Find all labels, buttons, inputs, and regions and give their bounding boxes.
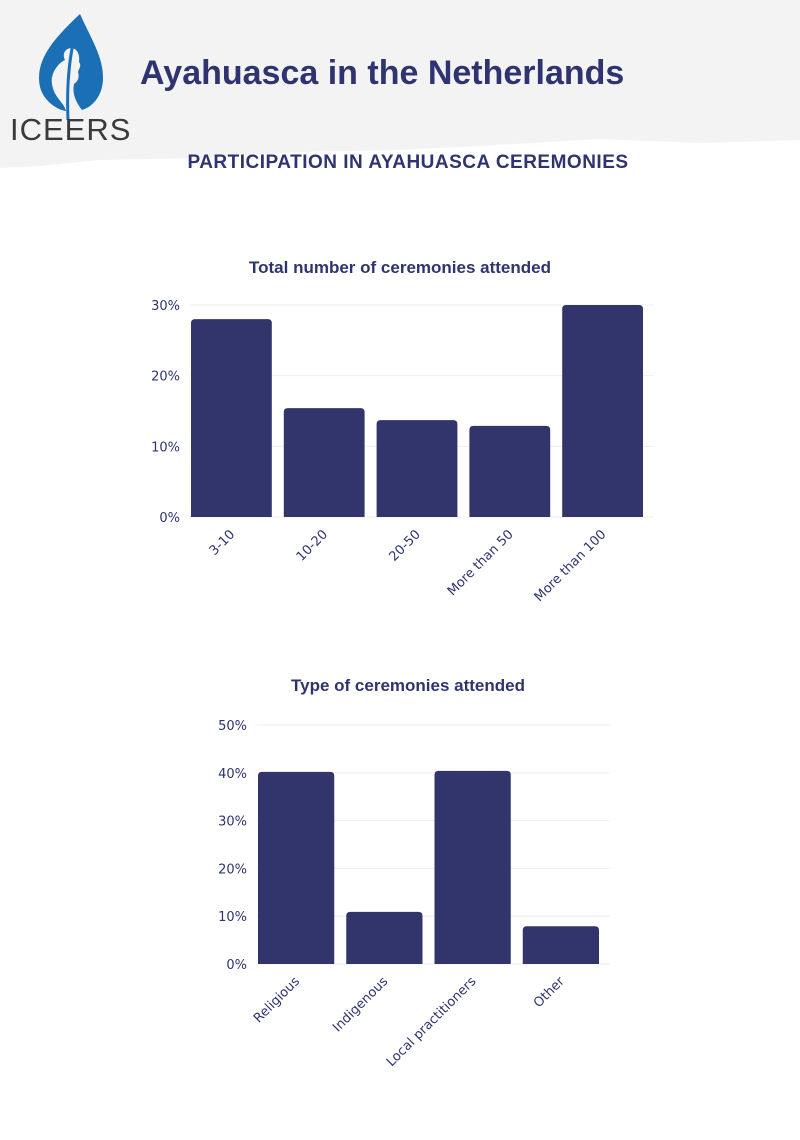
y-tick-label: 30% <box>151 299 180 314</box>
x-tick-label: Religious <box>251 974 303 1026</box>
header-background <box>0 0 800 168</box>
x-tick-label: Indigenous <box>330 974 391 1035</box>
y-tick-label: 0% <box>159 511 180 526</box>
bar <box>522 926 599 964</box>
chart-title: Total number of ceremonies attended <box>249 258 551 277</box>
x-tick-label: Local practitioners <box>384 974 480 1070</box>
bar <box>376 420 458 517</box>
y-tick-label: 20% <box>218 862 247 877</box>
y-tick-label: 50% <box>218 719 247 734</box>
bar <box>346 911 423 964</box>
page-subtitle: PARTICIPATION IN AYAHUASCA CEREMONIES <box>187 152 629 173</box>
bar <box>191 319 272 517</box>
chart-ceremony-type: Type of ceremonies attended 0% 10% 20% 30% 40… <box>218 676 610 1070</box>
x-tick-label: 20-50 <box>387 527 424 564</box>
x-tick-label: 10-20 <box>294 527 331 564</box>
bar <box>434 770 511 964</box>
bar <box>283 408 365 517</box>
x-tick-label: 3-10 <box>207 527 238 558</box>
chart-total-ceremonies: Total number of ceremonies attended 0% 10%… <box>151 258 654 605</box>
y-tick-label: 10% <box>218 910 247 925</box>
chart-title: Type of ceremonies attended <box>291 676 525 695</box>
y-tick-label: 10% <box>151 440 180 455</box>
y-tick-label: 0% <box>226 958 247 973</box>
logo-text: ICEERS <box>10 112 132 147</box>
page-title: Ayahuasca in the Netherlands <box>140 54 625 92</box>
x-tick-label: More than 50 <box>445 527 517 599</box>
bar <box>469 425 551 517</box>
y-tick-label: 30% <box>218 815 247 830</box>
iceers-logo-icon <box>39 14 104 121</box>
y-tick-label: 40% <box>218 767 247 782</box>
bar <box>258 771 335 964</box>
y-tick-label: 20% <box>151 370 180 385</box>
x-tick-label: More than 100 <box>532 527 610 605</box>
bar <box>562 305 643 517</box>
x-tick-label: Other <box>531 974 568 1011</box>
